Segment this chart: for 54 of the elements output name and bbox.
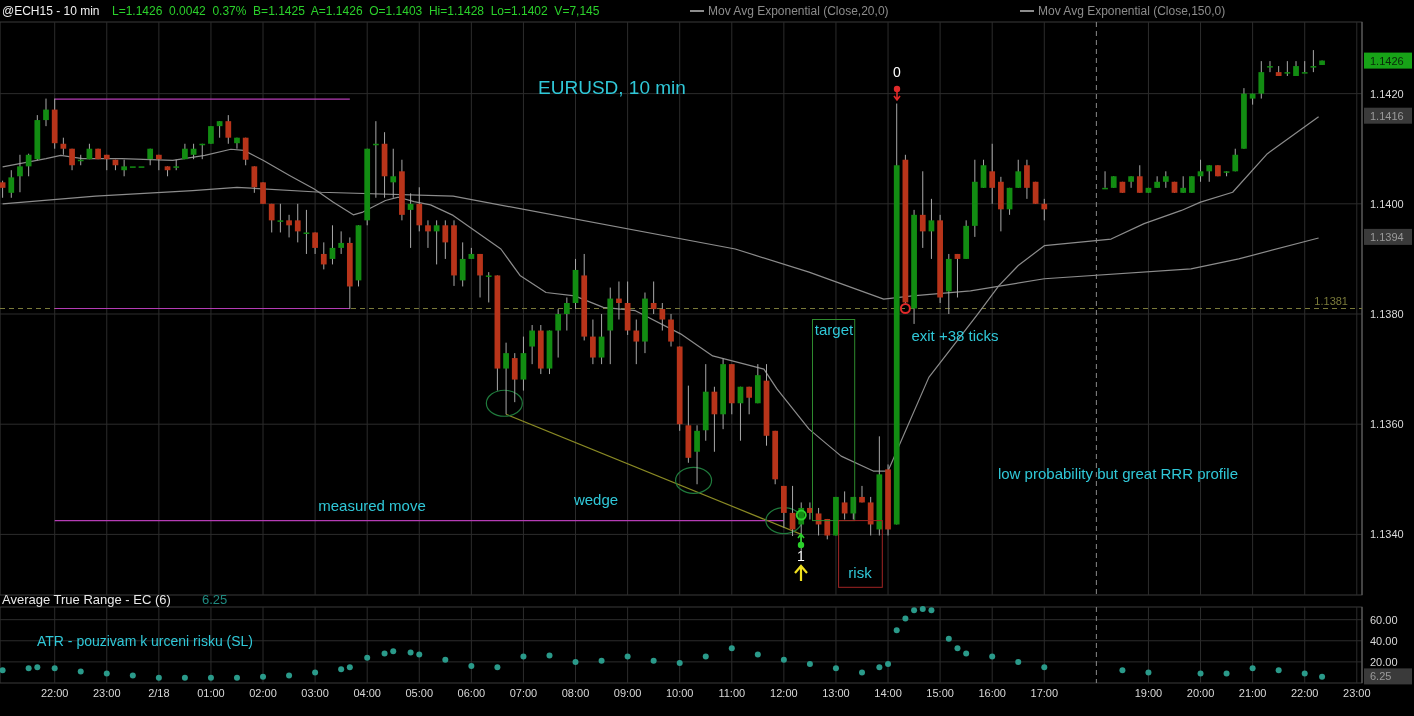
y-tick-label: 1.1400 xyxy=(1370,197,1404,210)
annotation: low probability but great RRR profile xyxy=(997,465,1239,482)
x-tick-label: 14:00 xyxy=(874,687,902,699)
y-tick-label: 1.1380 xyxy=(1370,308,1404,321)
x-tick-label: 11:00 xyxy=(718,687,746,699)
x-tick-label: 04:00 xyxy=(353,687,381,699)
ref-line-label: 1.1381 xyxy=(1314,294,1348,307)
x-tick-label: 02:00 xyxy=(249,687,277,699)
y-tick-label: 60.00 xyxy=(1370,613,1398,626)
x-tick-label: 06:00 xyxy=(457,687,486,699)
chart-title: Average True Range - EC (6) xyxy=(2,592,171,607)
text: 1.1394 xyxy=(1370,230,1404,243)
annotation: measured move xyxy=(318,497,426,514)
x-tick-label: 16:00 xyxy=(978,687,1006,699)
y-tick-label: 1.1340 xyxy=(1370,528,1404,541)
annotation: 6.25 xyxy=(202,592,228,607)
x-tick-label: 09:00 xyxy=(613,687,642,699)
annotation: 1 xyxy=(797,548,806,564)
legend-label: Mov Avg Exponential (Close,20,0) xyxy=(708,4,889,18)
legend-label: Mov Avg Exponential (Close,150,0) xyxy=(1038,4,1226,18)
y-tick-label: 1.1420 xyxy=(1370,87,1404,100)
text: 1.1426 xyxy=(1370,54,1404,67)
text: 1.1416 xyxy=(1370,109,1404,122)
annotation: risk xyxy=(848,564,873,581)
x-tick-label: 19:00 xyxy=(1134,687,1163,699)
annotation: 0 xyxy=(893,64,902,80)
x-tick-label: 17:00 xyxy=(1030,687,1059,699)
annotation: exit +38 ticks xyxy=(911,327,999,344)
chart-subtitle: @ECH15 - 10 min xyxy=(2,4,100,18)
x-tick-label: 07:00 xyxy=(509,687,538,699)
x-tick-label: 03:00 xyxy=(301,687,329,699)
text: 6.25 xyxy=(1370,670,1392,683)
text: EURUSD, 10 min xyxy=(538,77,686,98)
annotation: wedge xyxy=(572,491,619,508)
y-tick-label: 20.00 xyxy=(1370,655,1398,668)
x-tick-label: 01:00 xyxy=(197,687,225,699)
y-tick-label: 40.00 xyxy=(1370,634,1398,647)
annotation: ATR - pouzivam k urceni risku (SL) xyxy=(36,633,254,649)
x-tick-label: 08:00 xyxy=(561,687,590,699)
annotation: target xyxy=(814,321,855,338)
x-tick-label: 05:00 xyxy=(405,687,434,699)
x-tick-label: 21:00 xyxy=(1238,687,1267,699)
x-tick-label: 12:00 xyxy=(770,687,798,699)
x-tick-label: 2/18 xyxy=(148,687,170,699)
x-tick-label: 22:00 xyxy=(40,687,69,699)
x-tick-label: 23:00 xyxy=(1343,687,1371,699)
x-tick-label: 20:00 xyxy=(1186,687,1215,699)
x-tick-label: 22:00 xyxy=(1290,687,1319,699)
y-tick-label: 1.1360 xyxy=(1370,418,1404,431)
x-tick-label: 23:00 xyxy=(93,687,121,699)
x-tick-label: 10:00 xyxy=(665,687,694,699)
text: L=1.1426 0.0042 0.37% B=1.1425 A=1.1426 O=1.1403 Hi=1.1428 Lo=1.1402 V=7,145 xyxy=(112,4,600,18)
x-tick-label: 15:00 xyxy=(926,687,954,699)
x-tick-label: 13:00 xyxy=(822,687,850,699)
